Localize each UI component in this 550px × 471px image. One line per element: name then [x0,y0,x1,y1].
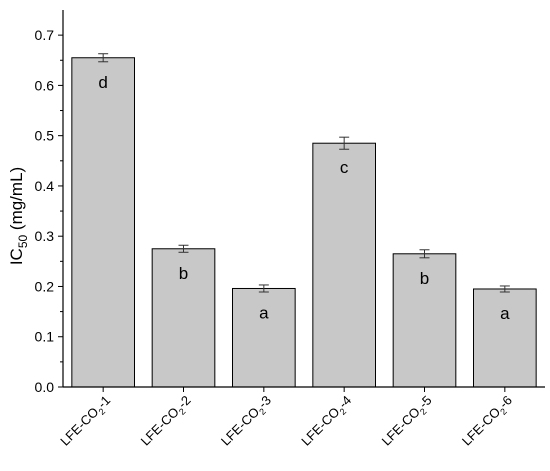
y-axis-label: IC50 (mg/mL) [7,167,30,265]
y-tick-label-0: 0.0 [35,379,55,395]
y-tick-label-3: 0.3 [35,228,55,244]
y-tick-label-2: 0.2 [35,278,55,294]
significance-label-4: c [340,158,349,177]
bar-4 [312,142,376,388]
error-bar-6 [499,285,510,293]
error-bar-1 [98,53,109,63]
y-tick-label-5: 0.5 [35,128,55,144]
significance-label-2: b [179,264,188,283]
significance-label-6: a [500,304,510,323]
y-tick-label-1: 0.1 [35,329,55,345]
error-bar-2 [178,244,189,253]
bar-6 [473,288,537,388]
x-tick-label-1: LFE-CO2-1 [57,393,115,451]
y-tick-label-4: 0.4 [35,178,55,194]
x-tick-label-3: LFE-CO2-3 [218,393,276,451]
y-tick-label-7: 0.7 [35,27,55,43]
error-bar-3 [258,284,269,293]
x-tick-label-5: LFE-CO2-5 [379,393,437,451]
bar-3 [232,287,296,388]
significance-label-5: b [420,269,429,288]
significance-label-3: a [259,303,269,322]
x-tick-label-2: LFE-CO2-2 [138,393,196,451]
y-tick-label-6: 0.6 [35,77,55,93]
significance-label-1: d [98,73,107,92]
error-bar-5 [419,249,430,259]
error-bar-4 [339,136,350,150]
x-tick-label-4: LFE-CO2-4 [298,393,356,451]
bar-1 [71,57,135,388]
bar-2 [151,248,216,388]
x-tick-label-6: LFE-CO2-6 [459,393,517,451]
